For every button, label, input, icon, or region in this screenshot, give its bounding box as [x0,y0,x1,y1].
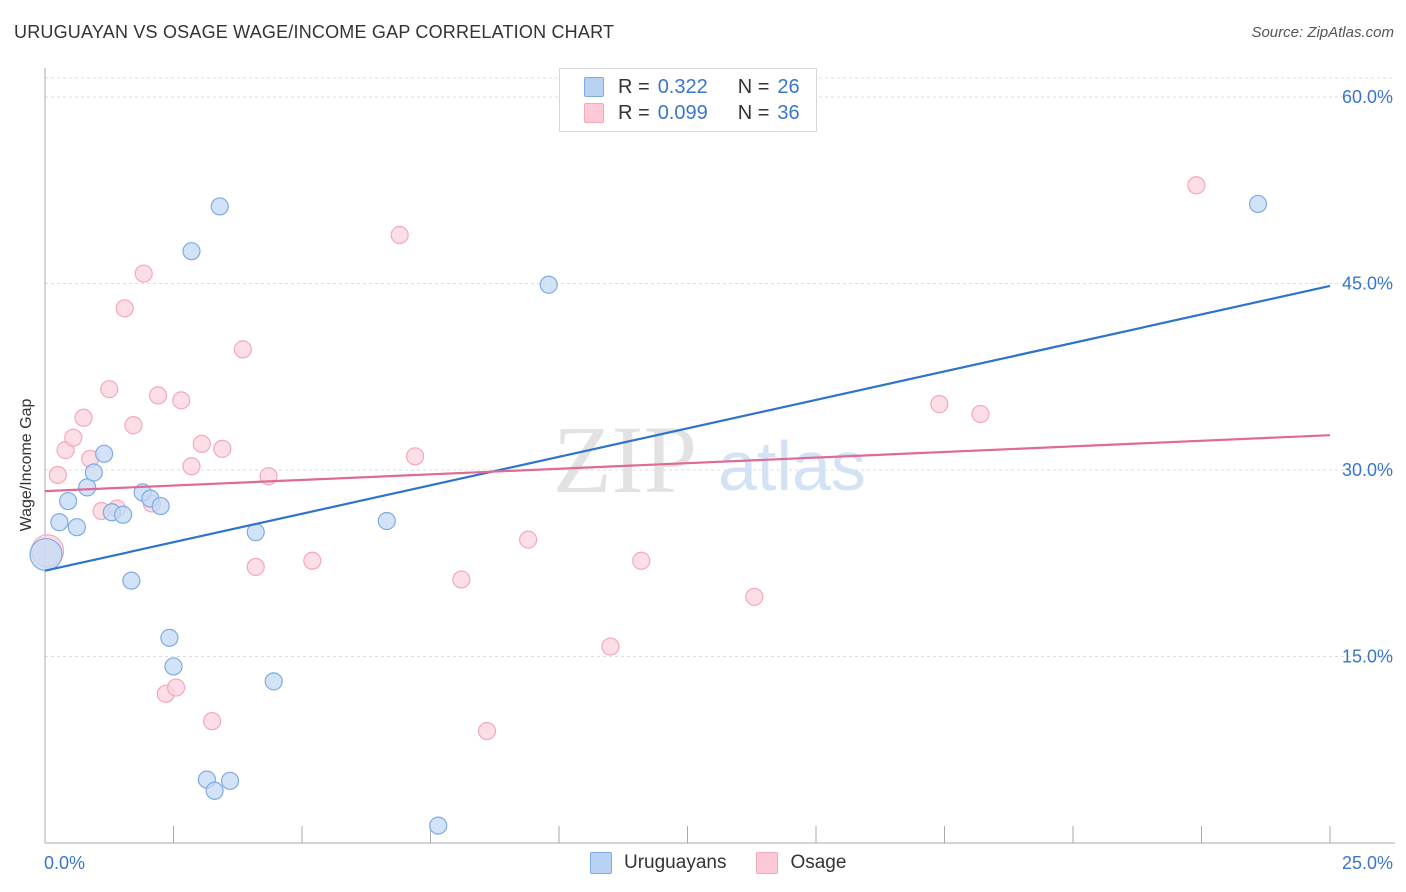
legend-row-osage: R = 0.099 N = 36 [584,101,800,125]
osage-point [213,439,232,458]
osage-point [477,721,497,741]
uruguayans-point [78,478,97,497]
uruguayans-point [429,816,448,835]
osage-trend-line [44,434,1331,493]
x-tick-label-max: 25.0% [1342,853,1393,873]
uruguayans-point [59,491,78,511]
osage-point [390,225,409,245]
uruguayans-point [114,505,133,524]
watermark-atlas: atlas [718,427,866,505]
uruguayans-point [122,571,141,590]
legend-n-label: N = [737,101,770,124]
legend-swatch-uruguayans [584,77,604,97]
legend-r-label: R = [618,75,650,98]
uruguayans-point [539,275,558,294]
osage-point [246,557,265,577]
y-tick-label: 60.0% [1342,87,1393,107]
correlation-legend: R = 0.322 N = 26 R = 0.099 N = 36 [559,68,817,132]
osage-point [124,416,143,435]
osage-point [182,457,201,476]
osage-point [745,587,764,606]
y-axis-label: Wage/Income Gap [18,398,35,532]
osage-point [452,570,471,589]
osage-point [202,712,222,731]
legend-r-value: 0.322 [657,75,708,98]
legend-n-value: 36 [777,101,800,124]
osage-point [192,434,211,453]
series-label-osage: Osage [790,852,847,873]
y-tick-label: 45.0% [1342,274,1393,294]
osage-point [74,408,93,427]
trend-lines [44,284,1331,572]
osage-point [303,551,322,570]
osage-point [1187,176,1206,195]
x-tick-label-min: 0.0% [44,853,85,873]
osage-point [172,391,191,410]
uruguayans-point [84,463,103,482]
series-label-uruguayans: Uruguayans [624,852,727,873]
osage-point [601,637,620,656]
uruguayans-point [164,657,183,676]
uruguayans-point [67,518,86,537]
legend-r-label: R = [618,101,650,124]
tick-labels: 15.0% 30.0% 45.0% 60.0% 0.0% 25.0% [44,87,1393,873]
watermark: ZIP atlas [553,406,866,513]
uruguayans-point [1248,194,1268,214]
osage-point [48,465,67,485]
osage-point [166,678,186,697]
osage-point [519,530,538,549]
osage-point [233,340,252,359]
osage-point [971,404,990,424]
uruguayans-point [50,513,69,532]
y-tick-label: 15.0% [1342,647,1393,667]
axes [44,68,1395,844]
watermark-zip: ZIP [553,406,697,513]
uruguayans-trend-line [44,284,1331,572]
osage-point [930,395,949,414]
legend-n-value: 26 [777,75,800,98]
legend-swatch-osage [584,103,604,123]
osage-point [100,380,119,399]
uruguayans-point [205,781,224,800]
uruguayans-point [377,511,396,531]
osage-point [405,447,425,466]
uruguayans-point [151,496,170,516]
osage-point [632,551,651,570]
series-legend-osage: Osage [756,852,846,874]
y-tick-label: 30.0% [1342,460,1393,480]
osage-point [134,264,153,283]
series-legend: Uruguayans Osage [590,852,876,874]
legend-r-value: 0.099 [657,101,708,124]
uruguayans-point [160,628,179,647]
series-swatch-uruguayans [590,852,612,874]
legend-n-label: N = [737,75,770,98]
uruguayans-point [182,242,201,261]
uruguayans-point [95,444,114,463]
osage-point [148,386,168,405]
source-label: Source: ZipAtlas.com [1251,24,1394,41]
chart-title: URUGUAYAN VS OSAGE WAGE/INCOME GAP CORRE… [14,22,615,42]
legend-row-uruguayans: R = 0.322 N = 26 [584,75,800,99]
osage-point [115,299,134,318]
series-swatch-osage [756,852,779,874]
data-points [29,176,1268,835]
uruguayans-point [264,672,283,691]
uruguayans-point [29,537,63,572]
series-legend-uruguayans: Uruguayans [590,852,726,874]
uruguayans-point [210,197,229,216]
osage-point [64,428,83,447]
uruguayans-point [220,771,240,790]
